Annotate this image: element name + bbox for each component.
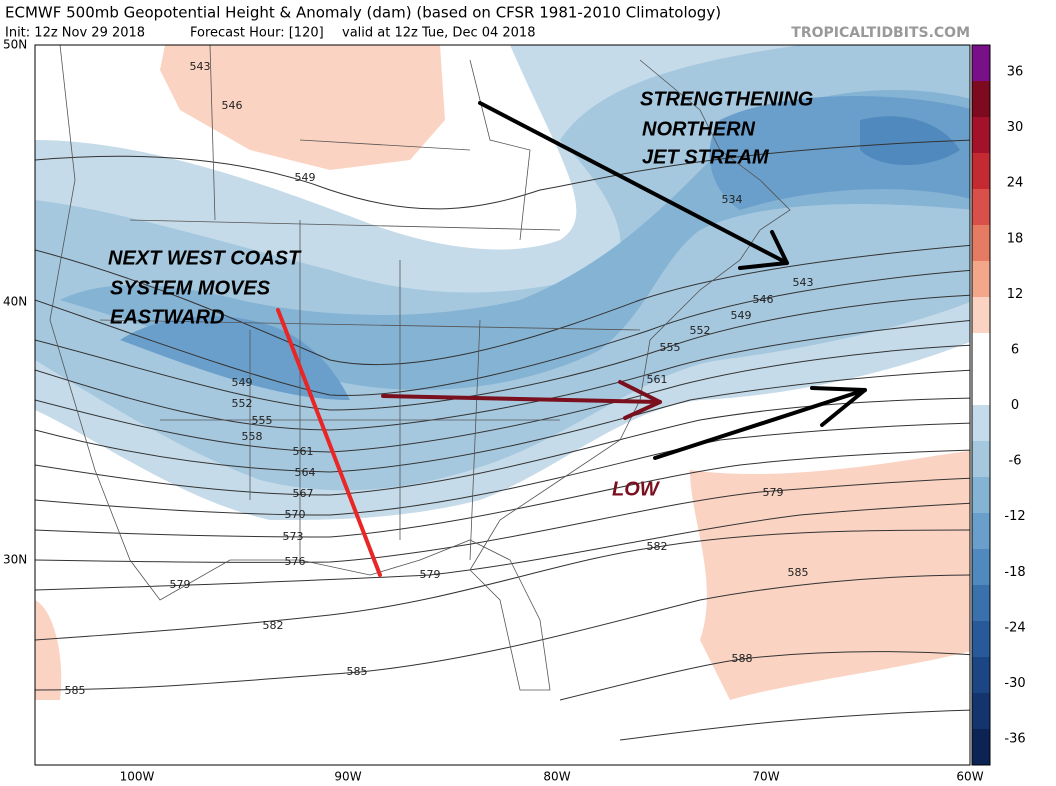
contour-label: 534 (722, 193, 743, 206)
colorbar-bin (972, 657, 990, 694)
colorbar-tick: -6 (1009, 454, 1022, 469)
colorbar-bin (972, 405, 990, 442)
valid-time: valid at 12z Tue, Dec 04 2018 (342, 26, 535, 41)
contour-label: 570 (285, 508, 306, 521)
contour-label: 582 (647, 540, 668, 553)
contour-label: 543 (190, 60, 211, 73)
colorbar-bin (972, 729, 990, 766)
colorbar-tick: -24 (1004, 620, 1025, 635)
annotation: NORTHERN (642, 118, 756, 140)
colorbar-bin (972, 549, 990, 586)
annotation: JET STREAM (642, 146, 770, 168)
colorbar-tick: 18 (1007, 231, 1024, 246)
contour-label: 564 (295, 466, 316, 479)
contour-label: 582 (263, 619, 284, 632)
colorbar-bin (972, 45, 990, 82)
lat-label: 30N (3, 553, 27, 567)
contour-label: 546 (753, 293, 774, 306)
contour-label: 561 (293, 445, 314, 458)
contour-label: 576 (285, 555, 306, 568)
contour-label: 558 (242, 430, 263, 443)
contour-label: 555 (252, 414, 273, 427)
contour-label: 549 (731, 309, 752, 322)
colorbar-bin (972, 225, 990, 262)
contour-label: 579 (170, 578, 191, 591)
colorbar-bin (972, 513, 990, 550)
colorbar-bin (972, 621, 990, 658)
lon-label: 70W (752, 770, 779, 784)
contour-label: 561 (647, 373, 668, 386)
contour-label: 552 (232, 397, 253, 410)
annotation: LOW (612, 478, 661, 500)
map-background (34, 44, 971, 766)
colorbar-tick: 24 (1007, 176, 1024, 191)
colorbar-tick: -36 (1004, 732, 1025, 747)
contour-label: 552 (690, 324, 711, 337)
contour-label: 585 (788, 566, 809, 579)
colorbar-bin (972, 441, 990, 478)
colorbar-bin (972, 261, 990, 298)
colorbar-tick: 36 (1007, 65, 1024, 80)
annotation: SYSTEM MOVES (110, 277, 271, 299)
colorbar-tick: -12 (1004, 509, 1025, 524)
colorbar-bin (972, 693, 990, 730)
lat-label: 40N (3, 295, 27, 309)
forecast-hour: Forecast Hour: [120] (190, 26, 324, 41)
colorbar-bin (972, 477, 990, 514)
contour-label: 549 (232, 376, 253, 389)
colorbar-frame (971, 44, 991, 766)
arrows (276, 101, 867, 577)
annotation: NEXT WEST COAST (108, 247, 302, 269)
credit: TROPICALTIDBITS.COM (791, 25, 970, 41)
colorbar-bin (972, 189, 990, 226)
colorbar-tick: 12 (1007, 287, 1024, 302)
lon-label: 80W (543, 770, 570, 784)
lon-label: 60W (956, 770, 983, 784)
contour-label: 549 (295, 171, 316, 184)
contour-label: 543 (793, 276, 814, 289)
colorbar-bin (972, 153, 990, 190)
colorbar-bin (972, 81, 990, 118)
contour-label: 585 (347, 665, 368, 678)
title: ECMWF 500mb Geopotential Height & Anomal… (5, 4, 721, 22)
contour-label: 567 (293, 487, 314, 500)
colorbar-tick: -30 (1004, 676, 1025, 691)
colorbar-tick: 0 (1011, 398, 1019, 413)
contour-label: 546 (222, 99, 243, 112)
colorbar-tick: 30 (1007, 120, 1024, 135)
lon-label: 90W (334, 770, 361, 784)
contour-label: 555 (660, 341, 681, 354)
contour-label: 573 (283, 530, 304, 543)
colorbar-tick: -18 (1004, 565, 1025, 580)
contour-label: 579 (420, 568, 441, 581)
colorbar-bin (972, 585, 990, 622)
colorbar-bin (972, 369, 990, 406)
lat-label: 50N (3, 38, 27, 52)
colorbar-bin (972, 297, 990, 334)
annotation: EASTWARD (110, 306, 224, 328)
annotation: STRENGTHENING (640, 88, 813, 110)
init: Init: 12z Nov 29 2018 (5, 26, 145, 41)
colorbar-bin (972, 117, 990, 154)
lon-label: 100W (120, 770, 155, 784)
colorbar-bin (972, 333, 990, 370)
colorbar-tick: 6 (1011, 342, 1019, 357)
contour-label: 588 (732, 652, 753, 665)
contour-label: 585 (65, 684, 86, 697)
contour-label: 579 (763, 486, 784, 499)
